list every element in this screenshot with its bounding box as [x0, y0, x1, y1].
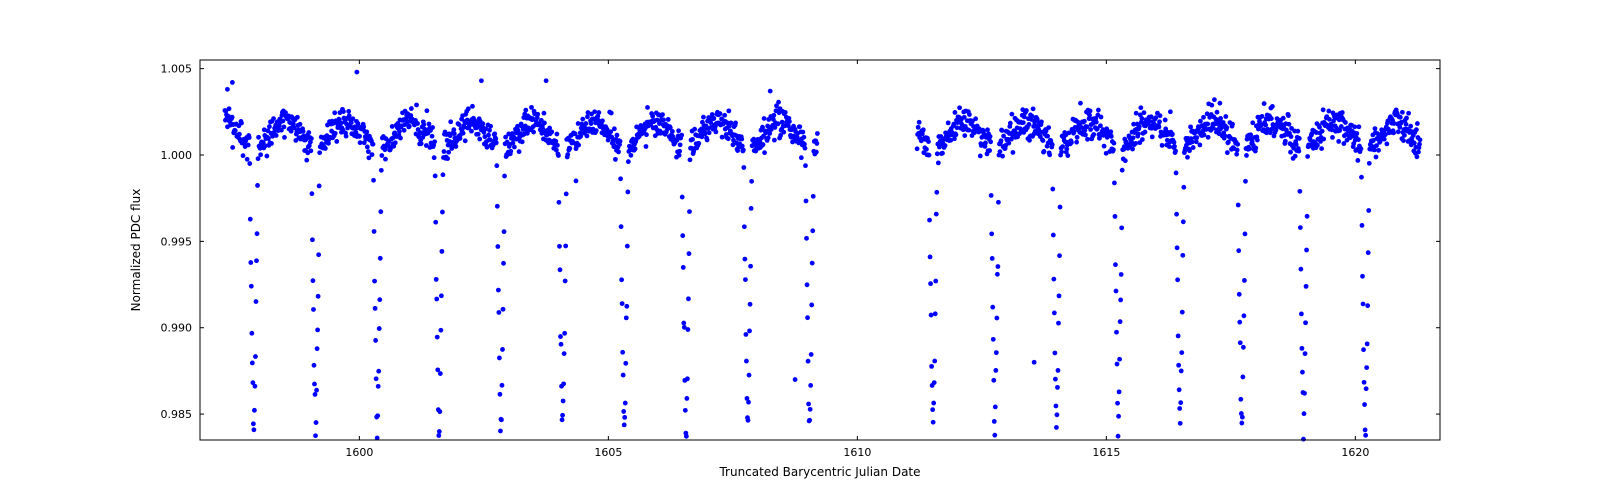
x-axis-label: Truncated Barycentric Julian Date	[718, 465, 920, 479]
ytick-label: 0.990	[161, 322, 193, 335]
ytick-label: 1.005	[161, 63, 193, 76]
xtick-label: 1610	[843, 446, 871, 459]
xtick-label: 1620	[1341, 446, 1369, 459]
ytick-label: 0.985	[161, 408, 193, 421]
ytick-label: 0.995	[161, 235, 193, 248]
ytick-label: 1.000	[161, 149, 193, 162]
chart-svg: 1600 1605 1610 1615 1620 0.985 0.990 0.995 1.000…	[0, 0, 1600, 500]
y-axis-label: Normalized PDC flux	[129, 189, 143, 312]
xtick-label: 1605	[594, 446, 622, 459]
xtick-label: 1600	[345, 446, 373, 459]
xtick-label: 1615	[1092, 446, 1120, 459]
light-curve-chart: 1600 1605 1610 1615 1620 0.985 0.990 0.995 1.000…	[0, 0, 1600, 500]
